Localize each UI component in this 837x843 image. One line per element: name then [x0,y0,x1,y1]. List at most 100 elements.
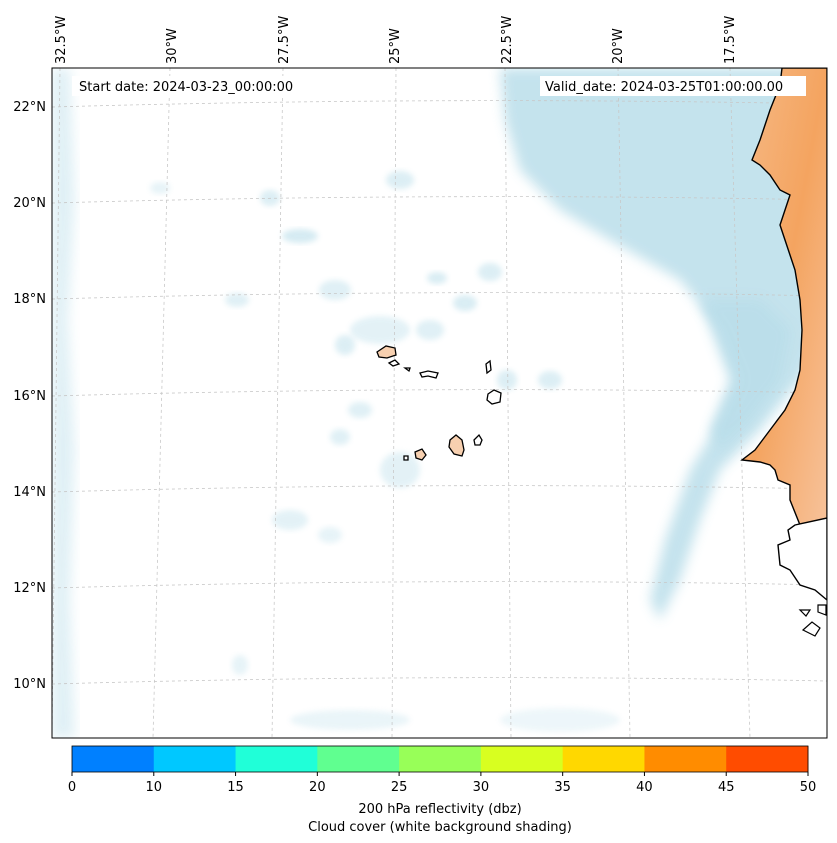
cloud-patch [272,510,308,530]
island-brava [403,455,409,461]
lat-label: 18°N [13,292,46,307]
colorbar-segment [72,746,155,772]
island-santo-antao [376,345,397,359]
lat-label: 12°N [13,581,46,596]
start-date-box [72,76,304,96]
island-sao-nicolau [419,370,439,379]
lat-label: 20°N [13,196,46,211]
lon-label: 32.5°W [54,16,69,64]
colorbar-subtitle: Cloud cover (white background shading) [308,820,572,835]
land-mauritania-senegal [740,68,827,526]
meridian-line [271,68,284,738]
meridian-line [617,68,631,738]
colorbar-tick-label: 10 [146,780,163,795]
cloud-patch [150,182,170,194]
parallel-line [52,581,827,589]
lon-label: 17.5°W [723,16,738,64]
colorbar-tick-label: 45 [718,780,735,795]
colorbar-tick-label: 0 [68,780,76,795]
longitude-labels: 32.5°W 30°W 27.5°W 25°W 22.5°W 20°W 17.5… [54,16,738,64]
lon-label: 25°W [388,28,403,64]
parallel-line [52,485,827,493]
island-santiago [448,434,465,457]
lon-label: 22.5°W [500,16,515,64]
cloud-patch [478,263,502,281]
cloud-patch [330,429,350,445]
africa-coast [740,68,827,637]
cloud-patch [416,320,444,340]
cloud-patch [453,295,477,311]
meridian-line [152,68,171,738]
cloud-patch [380,452,420,488]
cloud-cover-layer [52,68,827,738]
latitude-labels: 22°N 20°N 18°N 16°N 14°N 12°N 10°N [13,100,46,692]
colorbar-title: 200 hPa reflectivity (dbz) [358,802,521,817]
colorbar-segment [235,746,318,772]
island-sao-vicente [387,359,401,367]
cloud-patch [232,655,248,675]
cloud-patch [318,527,342,543]
meridian-line [391,68,397,738]
land-guinea-bissau [777,517,827,601]
colorbar-tick-label: 35 [554,780,571,795]
map-frame [51,67,828,739]
colorbar-tick-label: 30 [473,780,490,795]
meridian-line [504,68,512,738]
cloud-band-ne [500,68,827,620]
cloud-patch [386,171,414,189]
parallel-line [52,292,827,300]
colorbar-segment [562,746,645,772]
colorbar-tick-label: 20 [309,780,326,795]
lat-label: 10°N [13,677,46,692]
valid-date-box [540,76,806,96]
cloud-west-edge [52,68,75,738]
colorbar-segment [153,746,237,772]
parallel-line [52,196,827,204]
map-content [52,68,827,738]
colorbar-segment [644,746,727,772]
colorbar-tick-label: 25 [391,780,408,795]
island-fogo [414,448,427,461]
lon-label: 30°W [165,28,180,64]
island-sal [485,359,492,375]
colorbar-border [71,745,809,773]
island-boa-vista [486,389,502,405]
cloud-patch [348,402,372,418]
cape-verde-islands [376,345,502,461]
lon-label: 20°W [611,28,626,64]
cloud-band-coast [700,300,790,450]
colorbar-segment [317,746,400,772]
parallel-line [52,677,827,685]
cloud-patch [225,293,249,307]
colorbar-segment [399,746,482,772]
colorbar: 0 10 15 20 25 30 35 40 45 50 [68,745,817,795]
colorbar-tick-label: 50 [800,780,817,795]
cloud-patch [290,710,410,730]
island-maio [473,433,483,446]
colorbar-tick-label: 15 [227,780,244,795]
parallel-line [52,100,827,108]
coast-islands [798,604,827,637]
valid-date-text: Valid_date: 2024-03-25T01:00:00.00 [545,80,783,95]
meridian-line [729,68,751,738]
cloud-patch [500,708,620,732]
graticule [52,68,827,738]
colorbar-tick-label: 40 [636,780,653,795]
meridian-line [52,68,61,738]
cloud-patch [335,335,355,355]
lat-label: 14°N [13,485,46,500]
cloud-patch [427,272,447,284]
lon-label: 27.5°W [277,16,292,64]
parallel-line [52,389,827,397]
lat-label: 16°N [13,389,46,404]
colorbar-segment [726,746,809,772]
colorbar-segment [480,746,564,772]
cloud-patch [282,229,318,243]
cloud-patch [350,316,410,344]
cloud-patch [538,371,562,389]
start-date-text: Start date: 2024-03-23_00:00:00 [79,80,293,95]
cloud-patch [319,280,351,300]
cloud-patch [497,370,517,390]
lat-label: 22°N [13,100,46,115]
